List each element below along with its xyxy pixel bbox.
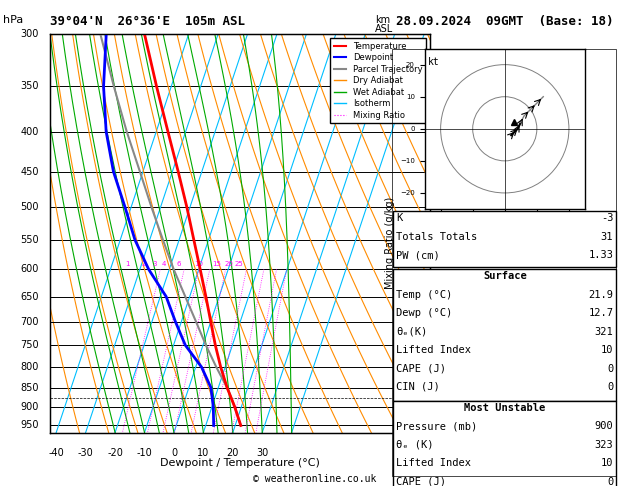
Text: 600: 600 bbox=[21, 264, 39, 275]
Text: 0: 0 bbox=[171, 449, 177, 458]
Text: 31: 31 bbox=[601, 232, 613, 242]
Text: 4: 4 bbox=[162, 260, 166, 267]
Text: 1.33: 1.33 bbox=[588, 250, 613, 260]
Text: Totals Totals: Totals Totals bbox=[396, 232, 477, 242]
Text: 0: 0 bbox=[607, 364, 613, 374]
Text: 30: 30 bbox=[256, 449, 269, 458]
Text: CIN (J): CIN (J) bbox=[396, 382, 440, 392]
Text: 700: 700 bbox=[20, 317, 39, 327]
Text: 2: 2 bbox=[141, 260, 145, 267]
Text: 0: 0 bbox=[607, 477, 613, 486]
Text: 10: 10 bbox=[198, 449, 209, 458]
Text: Most Unstable: Most Unstable bbox=[464, 403, 545, 413]
Text: 321: 321 bbox=[594, 327, 613, 337]
Text: kt: kt bbox=[428, 56, 440, 67]
Text: -10: -10 bbox=[136, 449, 152, 458]
Text: CAPE (J): CAPE (J) bbox=[396, 364, 446, 374]
Text: 15: 15 bbox=[213, 260, 221, 267]
Text: 10: 10 bbox=[194, 260, 204, 267]
Text: 20: 20 bbox=[224, 260, 233, 267]
Text: 6: 6 bbox=[176, 260, 181, 267]
Text: 900: 900 bbox=[594, 421, 613, 432]
Text: Temp (°C): Temp (°C) bbox=[396, 290, 452, 300]
Text: -3: -3 bbox=[601, 213, 613, 224]
Text: km
ASL: km ASL bbox=[375, 15, 393, 34]
Text: 0: 0 bbox=[607, 382, 613, 392]
Legend: Temperature, Dewpoint, Parcel Trajectory, Dry Adiabat, Wet Adiabat, Isotherm, Mi: Temperature, Dewpoint, Parcel Trajectory… bbox=[330, 38, 426, 123]
Text: 350: 350 bbox=[20, 81, 39, 91]
Text: CAPE (J): CAPE (J) bbox=[396, 477, 446, 486]
Text: hPa: hPa bbox=[3, 15, 23, 25]
Text: 950: 950 bbox=[20, 420, 39, 431]
Text: Dewp (°C): Dewp (°C) bbox=[396, 308, 452, 318]
Text: Mixing Ratio (g/kg): Mixing Ratio (g/kg) bbox=[385, 197, 395, 289]
Text: © weatheronline.co.uk: © weatheronline.co.uk bbox=[253, 473, 376, 484]
Text: 800: 800 bbox=[21, 362, 39, 372]
Text: Surface: Surface bbox=[483, 271, 526, 281]
Text: 550: 550 bbox=[20, 235, 39, 245]
Text: 323: 323 bbox=[594, 440, 613, 450]
Text: 3: 3 bbox=[153, 260, 157, 267]
Text: PW (cm): PW (cm) bbox=[396, 250, 440, 260]
Text: 39°04'N  26°36'E  105m ASL: 39°04'N 26°36'E 105m ASL bbox=[50, 15, 245, 28]
Text: -30: -30 bbox=[78, 449, 94, 458]
Text: θₑ (K): θₑ (K) bbox=[396, 440, 434, 450]
Text: Lifted Index: Lifted Index bbox=[396, 345, 471, 355]
Text: -40: -40 bbox=[48, 449, 64, 458]
Text: 900: 900 bbox=[21, 402, 39, 412]
X-axis label: Dewpoint / Temperature (°C): Dewpoint / Temperature (°C) bbox=[160, 457, 320, 468]
Text: 450: 450 bbox=[20, 167, 39, 177]
Text: 500: 500 bbox=[20, 203, 39, 212]
Text: 850: 850 bbox=[20, 382, 39, 393]
Text: 750: 750 bbox=[20, 340, 39, 350]
Text: LCL: LCL bbox=[434, 393, 449, 402]
Text: 400: 400 bbox=[21, 127, 39, 137]
Text: 10: 10 bbox=[601, 458, 613, 469]
Text: 28.09.2024  09GMT  (Base: 18): 28.09.2024 09GMT (Base: 18) bbox=[396, 15, 614, 28]
Text: 21.9: 21.9 bbox=[588, 290, 613, 300]
Text: 25: 25 bbox=[235, 260, 243, 267]
Text: Pressure (mb): Pressure (mb) bbox=[396, 421, 477, 432]
Text: 20: 20 bbox=[226, 449, 239, 458]
Text: K: K bbox=[396, 213, 403, 224]
Text: θₑ(K): θₑ(K) bbox=[396, 327, 428, 337]
Text: 10: 10 bbox=[601, 345, 613, 355]
Text: 650: 650 bbox=[20, 292, 39, 302]
Text: 1: 1 bbox=[125, 260, 130, 267]
Text: -20: -20 bbox=[107, 449, 123, 458]
Text: 12.7: 12.7 bbox=[588, 308, 613, 318]
Text: 300: 300 bbox=[21, 29, 39, 39]
Text: Lifted Index: Lifted Index bbox=[396, 458, 471, 469]
